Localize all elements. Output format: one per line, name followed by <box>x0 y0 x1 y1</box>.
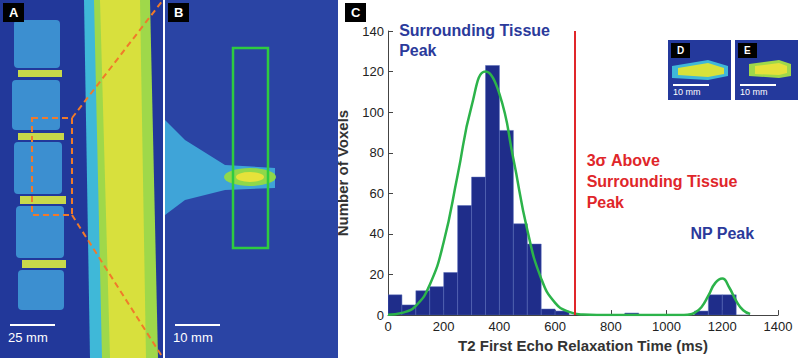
svg-text:800: 800 <box>600 319 622 334</box>
svg-text:0: 0 <box>384 319 391 334</box>
svg-text:Surrounding Tissue: Surrounding Tissue <box>587 173 742 190</box>
html-text:A: A <box>9 5 19 20</box>
html-text:E: E <box>744 45 751 56</box>
html-text:10 mm: 10 mm <box>740 87 768 97</box>
svg-text:Number of Voxels: Number of Voxels <box>334 109 351 237</box>
html-text:D: D <box>677 45 685 56</box>
svg-text:40: 40 <box>370 226 384 241</box>
html-text:25 mm: 25 mm <box>8 330 48 345</box>
svg-text:120: 120 <box>362 64 384 79</box>
svg-text:400: 400 <box>489 319 511 334</box>
svg-text:1400: 1400 <box>764 319 793 334</box>
svg-text:1000: 1000 <box>652 319 681 334</box>
svg-text:Peak: Peak <box>587 194 624 211</box>
svg-text:NP Peak: NP Peak <box>690 225 754 242</box>
html-text:C: C <box>351 5 361 20</box>
html-text:10 mm: 10 mm <box>673 87 701 97</box>
svg-text:Surrounding Tissue: Surrounding Tissue <box>399 22 554 39</box>
html-text:10 mm: 10 mm <box>173 330 213 345</box>
svg-text:20: 20 <box>370 267 384 282</box>
svg-text:0: 0 <box>377 308 384 323</box>
svg-text:T2 First Echo Relaxation Time: T2 First Echo Relaxation Time (ms) <box>458 337 708 354</box>
html-text:B: B <box>174 5 184 20</box>
svg-text:200: 200 <box>433 319 455 334</box>
svg-text:1200: 1200 <box>708 319 737 334</box>
svg-text:100: 100 <box>362 105 384 120</box>
svg-text:140: 140 <box>362 24 384 39</box>
svg-text:Peak: Peak <box>399 42 436 59</box>
svg-text:60: 60 <box>370 186 384 201</box>
svg-text:80: 80 <box>370 145 384 160</box>
svg-text:600: 600 <box>544 319 566 334</box>
svg-text:3σ Above: 3σ Above <box>587 152 665 169</box>
